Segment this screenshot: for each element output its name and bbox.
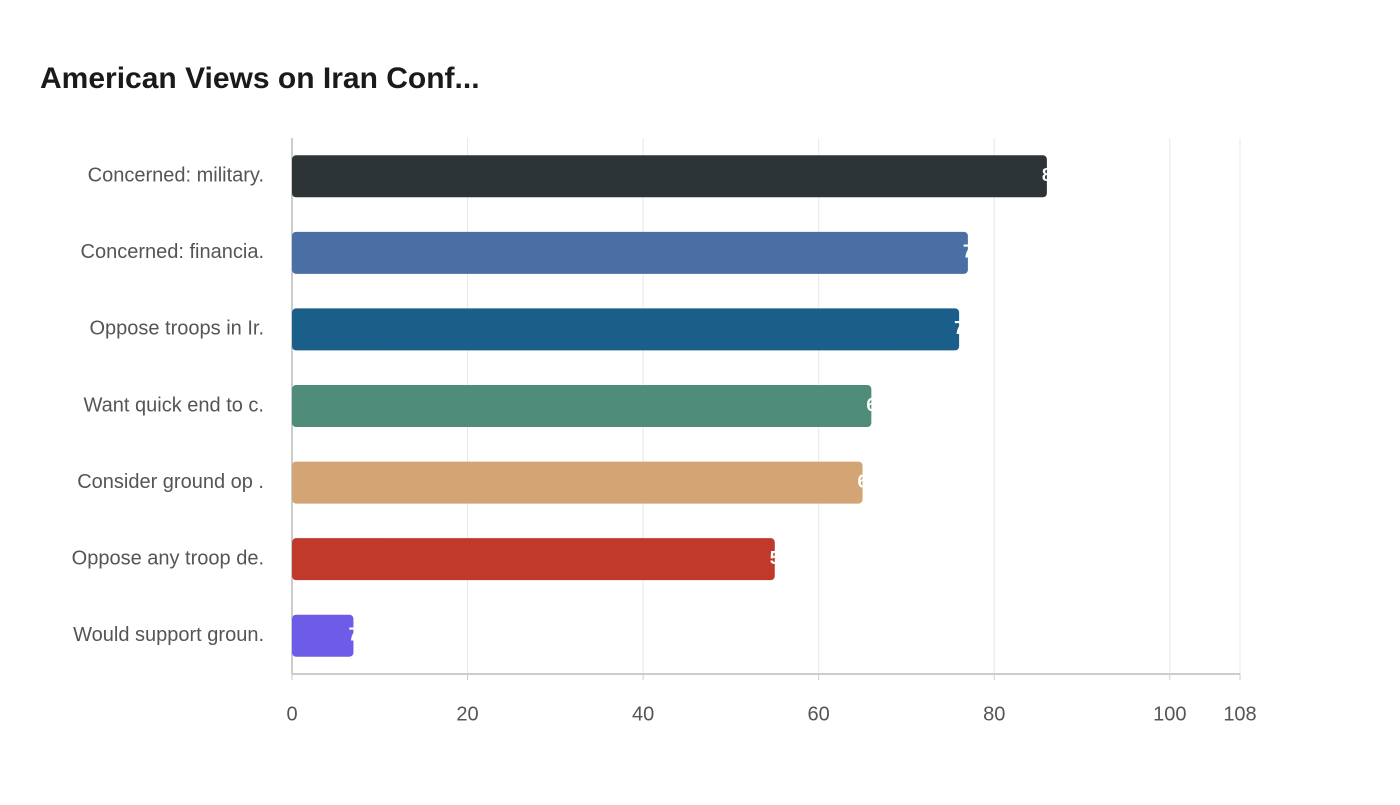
bar xyxy=(292,308,960,351)
y-tick-label: Concerned: financia. xyxy=(81,241,264,263)
bar xyxy=(292,614,354,657)
x-tick-label: 40 xyxy=(632,703,654,725)
value-label: 86 xyxy=(1042,165,1062,185)
value-label: 77 xyxy=(963,242,983,262)
y-tick-label: Would support groun. xyxy=(73,624,264,646)
x-tick-label: 60 xyxy=(808,703,830,725)
bar xyxy=(292,385,872,427)
x-tick-label: 108 xyxy=(1223,703,1256,725)
value-label: 76 xyxy=(954,318,974,338)
value-label: 55 xyxy=(770,548,790,568)
bar xyxy=(292,155,1047,198)
bar xyxy=(292,538,775,581)
y-tick-label: Want quick end to c. xyxy=(84,394,264,416)
y-tick-label: Oppose any troop de. xyxy=(72,547,264,569)
y-tick-label: Concerned: military. xyxy=(88,165,264,187)
bar xyxy=(292,231,968,274)
x-tick-label: 20 xyxy=(456,703,478,725)
value-label: 66 xyxy=(866,395,886,415)
y-tick-label: Oppose troops in Ir. xyxy=(89,318,264,340)
chart-title: American Views on Iran Conf... xyxy=(40,62,480,95)
x-tick-label: 80 xyxy=(983,703,1005,725)
value-label: 65 xyxy=(858,471,878,491)
y-tick-label: Consider ground op . xyxy=(77,471,264,493)
bar xyxy=(292,461,863,504)
value-label: 7 xyxy=(348,624,358,644)
x-tick-label: 0 xyxy=(286,703,297,725)
x-tick-label: 100 xyxy=(1153,703,1186,725)
